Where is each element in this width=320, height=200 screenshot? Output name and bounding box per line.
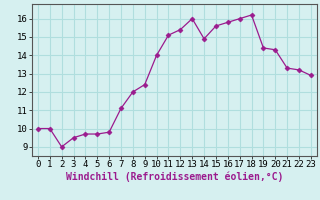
X-axis label: Windchill (Refroidissement éolien,°C): Windchill (Refroidissement éolien,°C) bbox=[66, 172, 283, 182]
